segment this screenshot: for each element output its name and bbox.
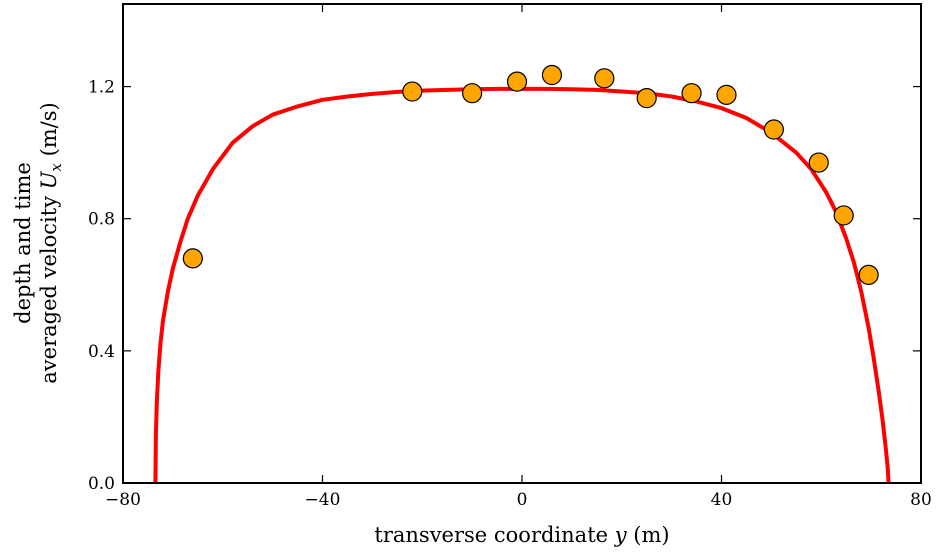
data-point: [402, 81, 423, 102]
data-point: [541, 64, 563, 86]
y-tick-label: 0.4: [88, 342, 115, 362]
data-point: [763, 119, 784, 140]
data-point: [182, 248, 203, 269]
x-tick-label: −40: [305, 490, 341, 510]
data-point: [858, 264, 879, 285]
data-point: [636, 88, 657, 109]
fit-curve-layer: [153, 86, 891, 483]
y-tick-label: 0.0: [88, 474, 115, 494]
x-tick-label: −80: [105, 490, 141, 510]
data-points-layer: [182, 64, 879, 285]
data-point: [594, 68, 615, 89]
y-tick-label: 0.8: [88, 210, 115, 230]
y-axis-label-line2: averaged velocity Ux (m/s): [37, 102, 65, 383]
data-point: [716, 84, 737, 105]
data-point: [462, 83, 483, 104]
ticks-layer: −80 −40 0 40 80 0.0 0.4 0.8 1.2: [88, 4, 932, 510]
y-tick-label: 1.2: [88, 78, 115, 98]
y-axis-label-line1: depth and time: [11, 162, 35, 324]
fit-curve: [153, 86, 891, 483]
y-axis-label: depth and time averaged velocity Ux (m/s…: [11, 102, 65, 383]
x-tick-label: 0: [517, 490, 528, 510]
x-tick-label: 40: [711, 490, 733, 510]
data-point: [808, 152, 829, 173]
data-point: [681, 83, 702, 104]
data-point: [506, 71, 528, 92]
x-axis-label: transverse coordinate y (m): [374, 523, 669, 547]
data-point: [833, 205, 854, 226]
x-tick-label: 80: [910, 490, 932, 510]
